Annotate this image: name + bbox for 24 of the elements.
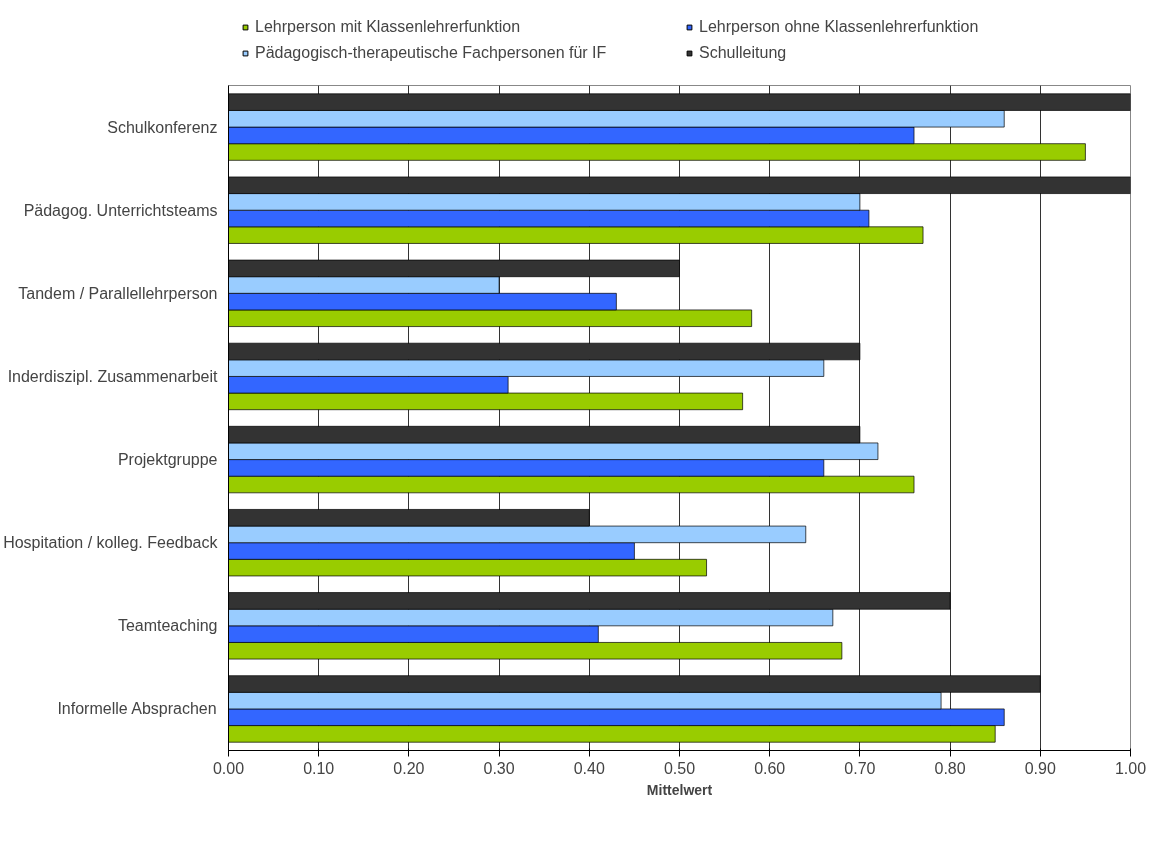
legend-label: Lehrperson mit Klassenlehrerfunktion	[255, 18, 522, 36]
x-tick-label: 0.40	[573, 759, 605, 777]
x-tick-label: 0.20	[393, 759, 425, 777]
y-tick-label: Projektgruppe	[117, 451, 218, 469]
x-tick-label: 1.00	[1114, 759, 1147, 777]
legend-label: Lehrperson ohne Klassenlehrerfunktion	[699, 18, 980, 36]
y-tick-label: Teamteaching	[117, 617, 218, 635]
x-tick-label: 0.80	[934, 759, 966, 777]
x-tick-label: 0.10	[303, 759, 335, 777]
x-tick-label: 0.30	[483, 759, 515, 777]
y-tick-label: Tandem / Parallellehrperson	[18, 284, 218, 302]
x-tick-label: 0.50	[663, 759, 696, 777]
y-tick-label: Informelle Absprachen	[57, 700, 217, 718]
legend-label: Schulleitung	[699, 44, 788, 62]
x-tick-label: 0.00	[212, 759, 245, 777]
y-tick-label: Pädagog. Unterrichtsteams	[23, 201, 218, 219]
legend-label: Pädagogisch-therapeutische Fachpersonen für IF	[255, 44, 608, 62]
x-tick-label: 0.90	[1024, 759, 1056, 777]
y-tick-label: Hospitation / kolleg. Feedback	[3, 534, 219, 552]
x-axis-title: Mittelwert	[646, 781, 713, 798]
y-tick-label: Schulkonferenz	[107, 118, 218, 136]
y-tick-label: Inderdiszipl. Zusammenarbeit	[7, 367, 219, 385]
x-tick-label: 0.70	[844, 759, 876, 777]
x-tick-label: 0.60	[754, 759, 786, 777]
